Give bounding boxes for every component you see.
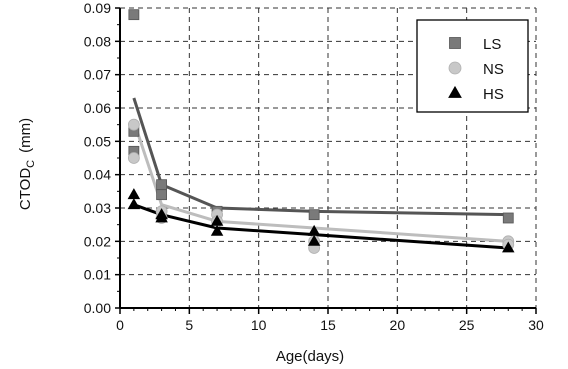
x-axis-label: Age(days) [276, 348, 344, 365]
data-point [127, 152, 140, 164]
data-point [127, 118, 140, 131]
y-tick-label: 0.04 [84, 167, 111, 183]
trend-line [132, 120, 509, 243]
y-axis-label-subscript: C [25, 160, 37, 168]
y-tick-label: 0.01 [84, 267, 111, 283]
x-tick-label: 10 [251, 317, 267, 333]
legend: LS NS HS [416, 19, 529, 113]
data-point [156, 189, 168, 201]
data-point [210, 214, 224, 226]
y-tick-label: 0.08 [84, 33, 111, 49]
y-tick-label: 0.02 [84, 233, 111, 249]
y-tick-label: 0.07 [84, 67, 111, 83]
y-tick-label: 0.05 [84, 133, 111, 149]
legend-label: LS [483, 36, 501, 53]
data-point [307, 234, 321, 246]
legend-label: HS [483, 86, 504, 103]
y-tick-label: 0.06 [84, 100, 111, 116]
y-axis-label-unit: (mm) [17, 118, 34, 153]
y-axis-label: CTODC (mm) [17, 118, 37, 210]
data-point [127, 188, 141, 200]
y-tick-label: 0.09 [84, 0, 111, 16]
x-tick-label: 20 [390, 317, 406, 333]
data-point [308, 209, 320, 221]
x-tick-label: 5 [185, 317, 193, 333]
trend-line [132, 97, 509, 217]
y-tick-label: 0.00 [84, 300, 111, 316]
data-point [307, 224, 321, 236]
axes [115, 7, 537, 314]
data-point [156, 179, 168, 191]
data-point [210, 224, 224, 236]
data-point [128, 9, 140, 21]
legend-box [416, 19, 529, 113]
x-tick-label: 25 [459, 317, 475, 333]
data-point [155, 211, 168, 223]
legend-marker [449, 37, 461, 49]
y-axis-label-main: CTOD [17, 168, 34, 210]
legend-label: NS [483, 61, 504, 78]
data-markers [127, 9, 515, 254]
x-tick-label: 0 [116, 317, 124, 333]
data-point [502, 212, 514, 224]
y-tick-label: 0.03 [84, 200, 111, 216]
trend-lines [132, 97, 509, 250]
x-tick-label: 15 [320, 317, 336, 333]
data-point [127, 198, 141, 210]
x-tick-label: 30 [528, 317, 544, 333]
legend-marker [448, 85, 462, 98]
tick-labels: 0.00 0.01 0.02 0.03 0.04 0.05 0.06 0.07 0.08 0.09… [84, 0, 544, 333]
data-point [502, 241, 515, 253]
legend-marker [448, 61, 462, 75]
